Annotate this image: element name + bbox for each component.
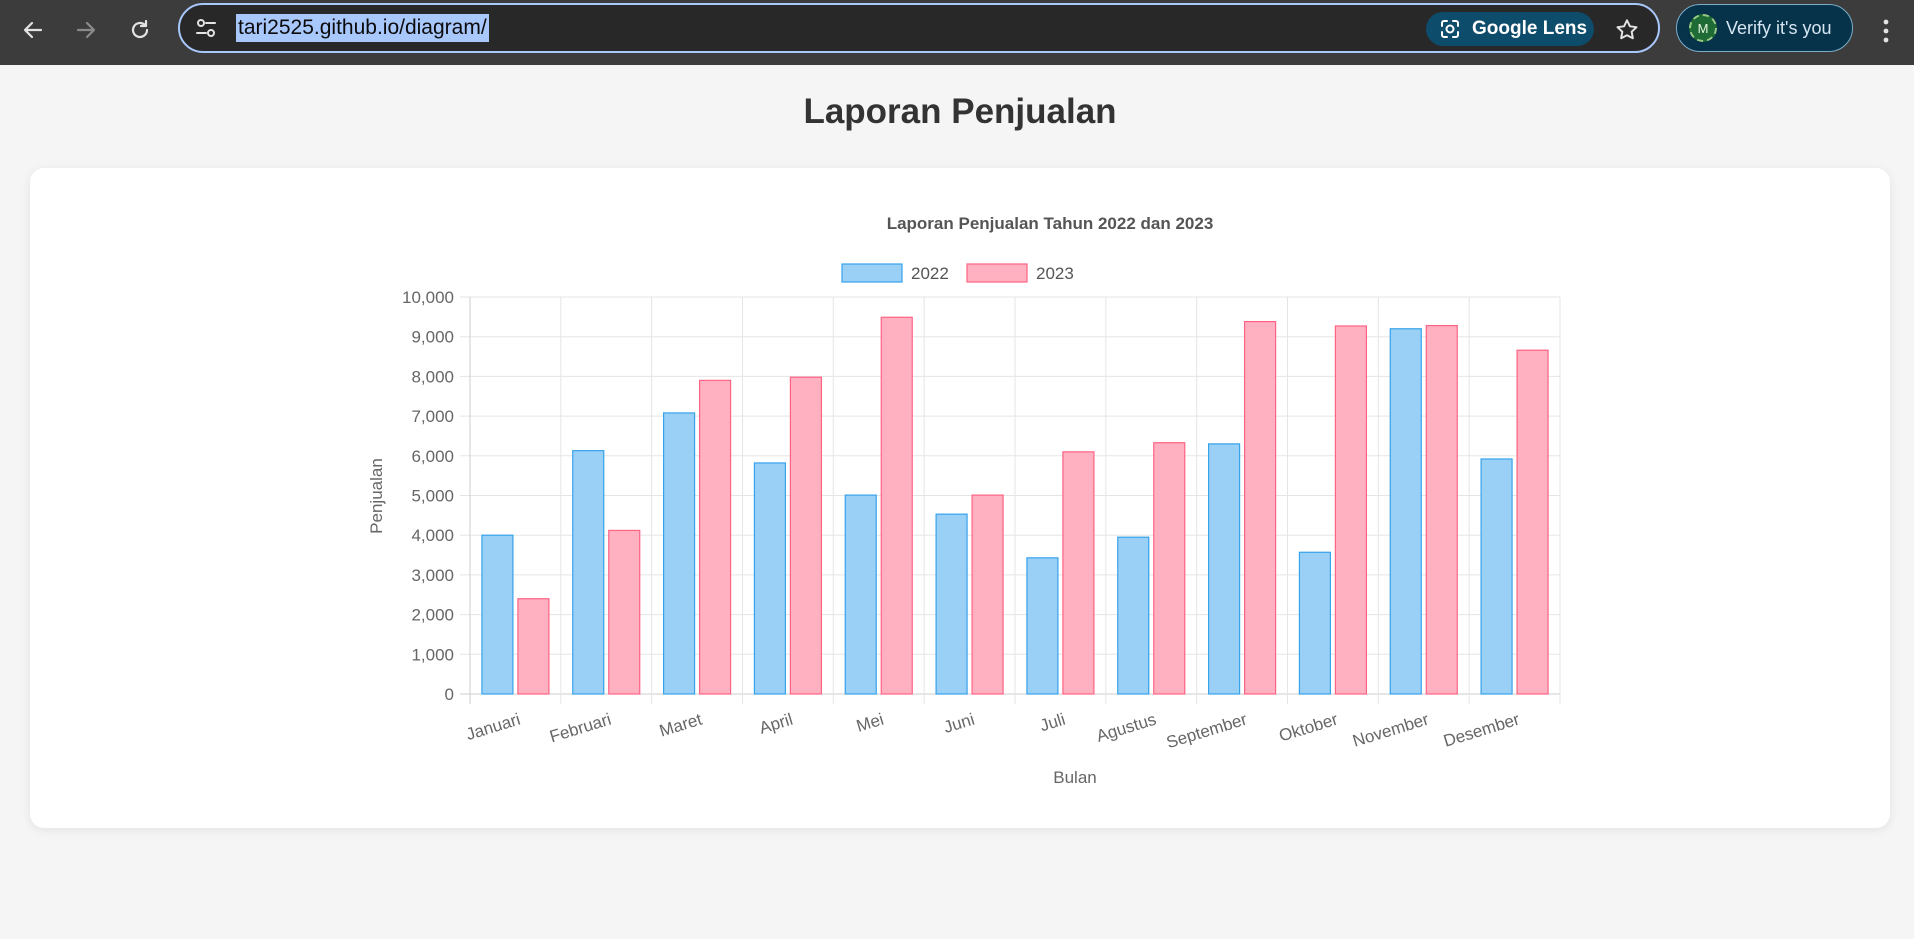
bar-2022-april [753,462,787,695]
bar-2023-mei [880,316,913,695]
x-tick-label: Mei [854,710,886,736]
chart-grid [460,296,1561,704]
google-lens-button[interactable]: Google Lens [1426,12,1594,46]
bar-chart: Laporan Penjualan Tahun 2022 dan 2023 20… [367,214,1561,787]
bar-2023-januari [517,598,550,695]
page-title: Laporan Penjualan [803,92,1117,131]
more-menu-icon[interactable] [1876,16,1896,46]
x-tick-label: November [1350,710,1431,751]
forward-button[interactable] [67,11,105,49]
bar-2023-februari [608,529,641,695]
x-tick-label: Februari [547,710,613,747]
bar-2022-september [1207,443,1241,695]
bar-2022-juni [935,513,968,695]
y-tick-label: 8,000 [411,367,454,386]
legend-label-2023: 2023 [1036,264,1074,283]
url-text[interactable]: tari2525.github.io/diagram/ [236,14,489,42]
bar-2023-maret [698,379,732,695]
chart-legend: 2022 2023 [841,263,1074,283]
back-button[interactable] [14,11,52,49]
legend-swatch-2022 [841,263,903,283]
x-axis-title: Bulan [1053,768,1096,787]
verify-label: Verify it's you [1726,17,1832,38]
x-tick-label: Juni [941,710,976,737]
bookmark-star-icon[interactable] [1614,17,1640,43]
bar-2022-februari [572,450,605,695]
y-tick-label: 5,000 [411,487,454,506]
bar-2023-agustus [1153,442,1186,695]
site-settings-icon[interactable] [194,16,218,40]
y-tick-label: 2,000 [411,606,454,625]
y-tick-label: 7,000 [411,407,454,426]
bar-2023-oktober [1334,325,1368,695]
reload-icon [131,19,149,39]
bar-2023-april [789,376,823,695]
y-axis-ticks: 0 1,000 2,000 3,000 4,000 5,000 6,000 7,000 8,00… [402,288,454,704]
bar-2023-juli [1062,451,1095,695]
bar-2022-maret [662,412,696,695]
x-tick-label: Desember [1441,710,1522,751]
back-arrow-icon [23,21,43,39]
bar-2022-juli [1026,557,1059,695]
browser-toolbar: tari2525.github.io/diagram/ Google Lens … [0,0,1914,65]
bar-2022-november [1389,328,1422,695]
legend-swatch-2023 [966,263,1028,283]
address-bar[interactable]: tari2525.github.io/diagram/ Google Lens [178,3,1660,53]
y-tick-label: 4,000 [411,526,454,545]
y-tick-label: 3,000 [411,566,454,585]
bar-2022-januari [481,534,514,695]
y-tick-label: 10,000 [402,288,454,307]
bar-2023-juni [971,494,1004,695]
x-axis-ticks: Januari Februari Maret April Mei Juni Juli Agus… [464,710,1522,753]
x-tick-label: Juli [1038,710,1068,736]
x-tick-label: Januari [464,710,523,744]
bar-2022-oktober [1298,551,1332,695]
bar-2023-november [1425,324,1458,695]
bar-2022-agustus [1117,536,1150,695]
reload-button[interactable] [121,11,159,49]
x-tick-label: April [757,710,795,738]
y-axis-title: Penjualan [367,458,386,534]
avatar: M [1689,14,1717,42]
legend-label-2022: 2022 [911,264,949,283]
forward-arrow-icon [76,21,96,39]
bar-2023-desember [1516,349,1549,695]
x-tick-label: Agustus [1094,710,1158,746]
x-tick-label: Oktober [1277,710,1341,746]
google-lens-label: Google Lens [1472,18,1588,39]
x-tick-label: September [1164,710,1249,753]
bar-2022-desember [1480,458,1513,695]
chart-card: Laporan Penjualan Tahun 2022 dan 2023 20… [30,168,1890,828]
google-lens-icon [1441,20,1459,38]
y-tick-label: 9,000 [411,328,454,347]
profile-verify-button[interactable]: M Verify it's you [1676,4,1853,52]
y-tick-label: 0 [445,685,454,704]
chart-title: Laporan Penjualan Tahun 2022 dan 2023 [887,214,1214,233]
bar-2022-mei [844,494,877,695]
x-tick-label: Maret [657,710,704,741]
bar-2023-september [1243,321,1277,695]
y-tick-label: 1,000 [411,645,454,664]
y-tick-label: 6,000 [411,447,454,466]
chart-bars [481,316,1549,695]
